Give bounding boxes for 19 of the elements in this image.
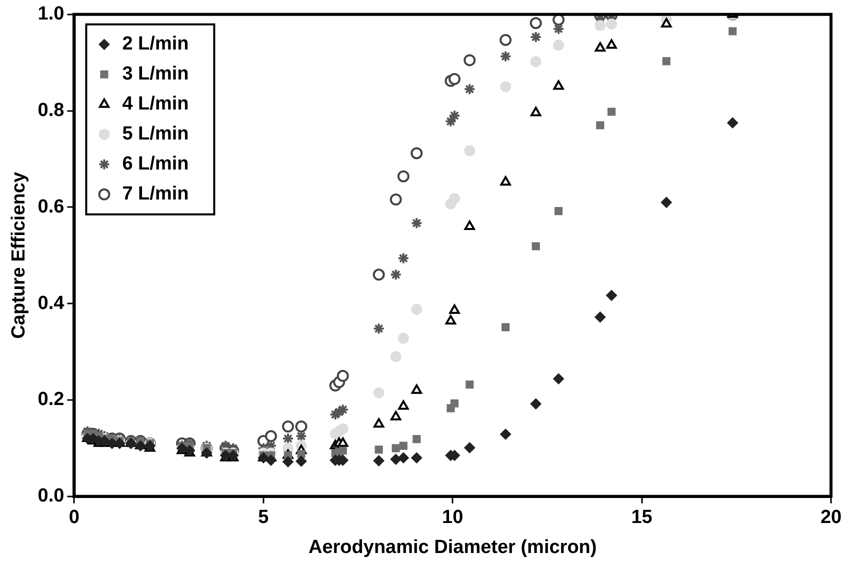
y-tick-label: 0.6 xyxy=(38,196,64,218)
y-tick-label: 0.0 xyxy=(38,486,64,507)
legend-label: 6 L/min xyxy=(122,154,189,175)
x-tick-label: 15 xyxy=(631,507,653,528)
legend-label: 4 L/min xyxy=(122,94,189,115)
x-tick-label: 20 xyxy=(820,507,842,528)
y-tick-label: 0.2 xyxy=(38,389,64,410)
legend-label: 3 L/min xyxy=(122,64,189,85)
legend-label: 7 L/min xyxy=(122,184,189,205)
y-tick-label: 0.4 xyxy=(38,292,65,314)
y-tick-label: 1.0 xyxy=(38,4,64,25)
y-axis-title: Capture Efficiency xyxy=(8,172,30,339)
y-tick-label: 0.8 xyxy=(38,100,64,122)
x-tick-label: 5 xyxy=(258,507,270,528)
x-axis-title: Aerodynamic Diameter (micron) xyxy=(308,536,597,558)
x-tick-label: 0 xyxy=(68,507,80,528)
x-tick-label: 10 xyxy=(442,507,464,528)
legend-label: 2 L/min xyxy=(122,34,189,55)
legend-label: 5 L/min xyxy=(122,124,189,145)
